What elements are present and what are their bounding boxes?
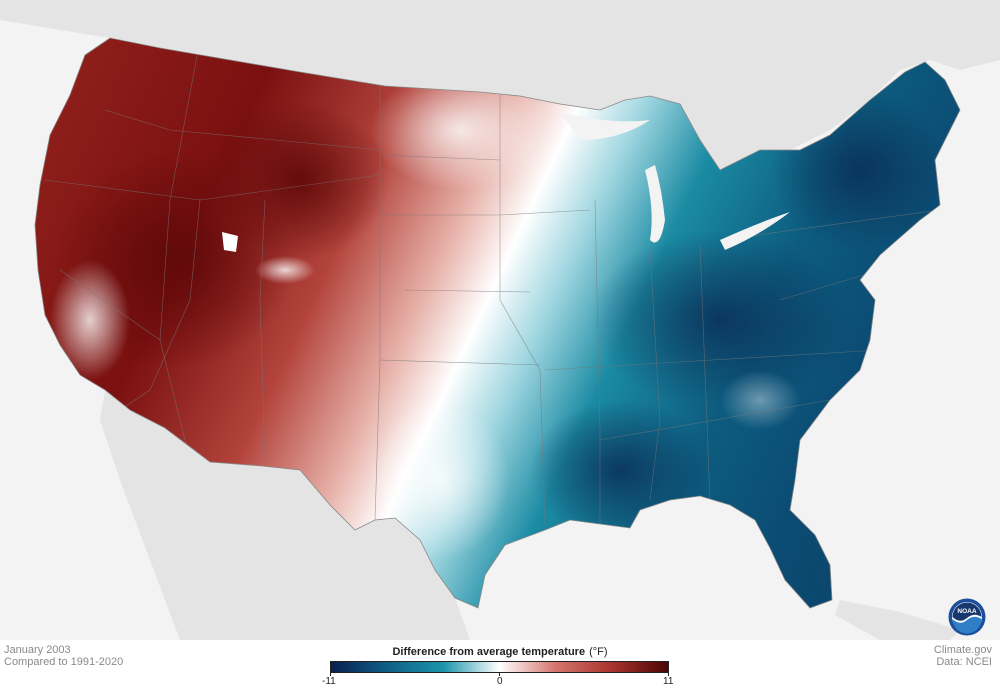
- noaa-logo-text: NOAA: [957, 608, 976, 615]
- lake-superior: [560, 112, 650, 140]
- us-outline: [34, 37, 961, 609]
- legend-unit: (°F): [589, 646, 608, 658]
- lake-erie: [720, 212, 790, 250]
- legend-tick-mid: [499, 673, 500, 676]
- great-salt-lake: [222, 232, 238, 252]
- lake-michigan: [645, 165, 665, 243]
- period-label: January 2003: [4, 644, 71, 656]
- legend-tick-min: [330, 673, 331, 676]
- legend-colorbar: [330, 661, 669, 673]
- legend-title-text: Difference from average temperature: [392, 646, 586, 658]
- legend-mid-label: 0: [497, 676, 503, 687]
- credit-site[interactable]: Climate.gov: [933, 644, 992, 656]
- baseline-label: Compared to 1991-2020: [4, 656, 124, 668]
- canada-land: [0, 0, 1000, 170]
- legend-max-label: 11: [663, 676, 674, 687]
- legend-title: Difference from average temperature (°F): [330, 646, 670, 658]
- noaa-logo-sky: [952, 602, 982, 621]
- temperature-anomaly-map: [0, 0, 1000, 640]
- legend-tick-max: [668, 673, 669, 676]
- legend-min-label: -11: [322, 676, 336, 687]
- noaa-logo: NOAA: [948, 598, 986, 636]
- cuba-land: [835, 600, 960, 640]
- noaa-logo-wave: [952, 616, 982, 634]
- map-canvas: [0, 0, 1000, 640]
- mexico-land: [100, 390, 470, 640]
- credit-data: Data: NCEI: [936, 656, 992, 668]
- state-boundaries: [44, 39, 941, 526]
